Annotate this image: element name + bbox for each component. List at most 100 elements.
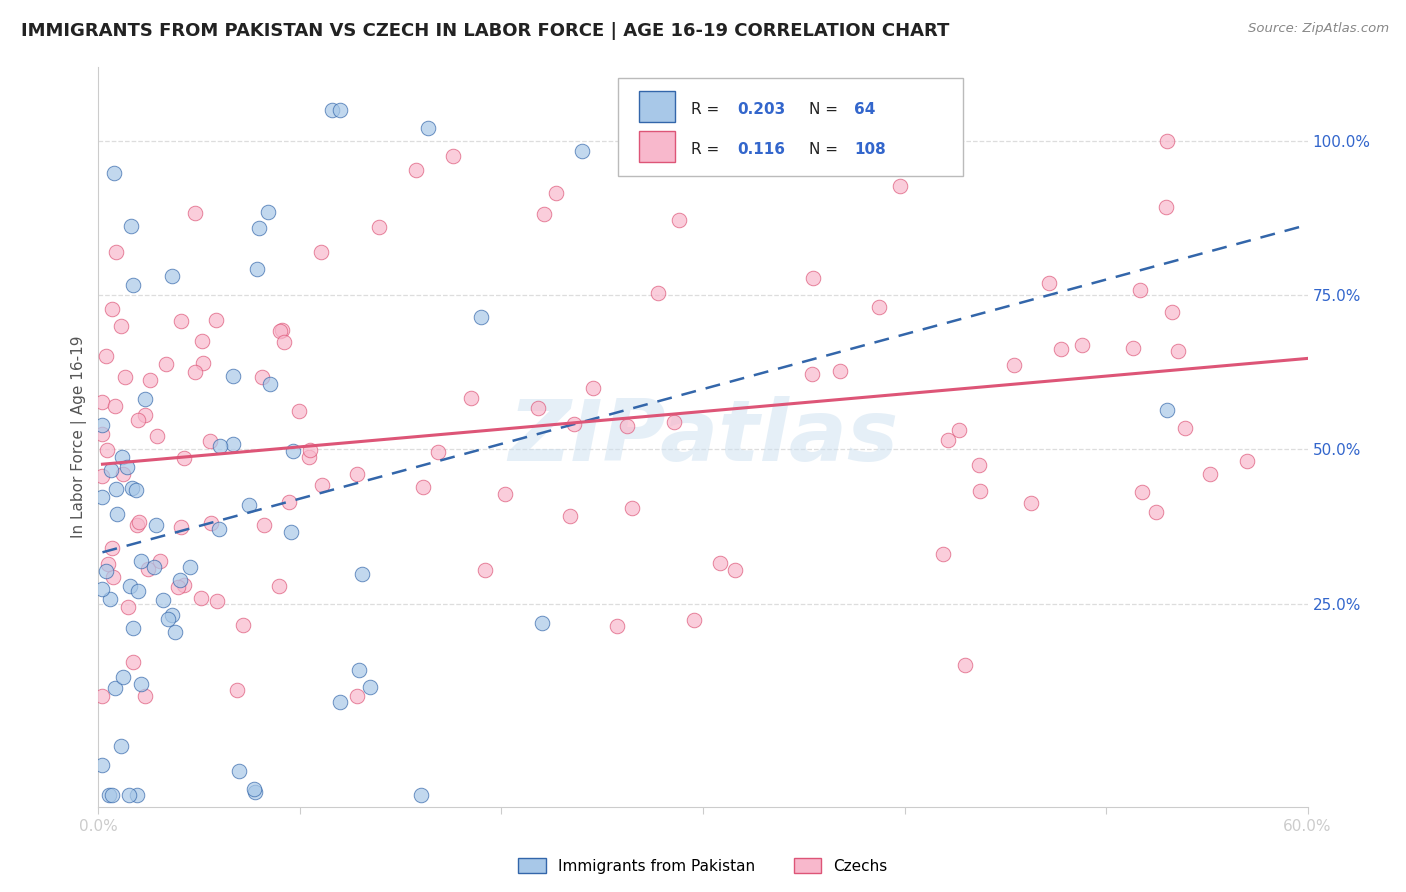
Point xyxy=(309,244,332,259)
Point xyxy=(100,788,122,802)
Point xyxy=(122,277,145,292)
Point xyxy=(160,607,183,622)
Point xyxy=(359,680,381,694)
Point xyxy=(329,695,352,709)
Point xyxy=(527,401,550,416)
Point xyxy=(321,103,343,117)
Point xyxy=(346,689,368,703)
Point xyxy=(127,788,149,802)
Point xyxy=(281,444,304,458)
Point xyxy=(474,563,496,577)
Point xyxy=(100,302,122,317)
Point xyxy=(190,591,212,605)
Point xyxy=(530,615,553,630)
Point xyxy=(1049,342,1071,356)
Point xyxy=(134,408,156,422)
Point xyxy=(91,490,114,504)
Point xyxy=(238,498,260,512)
Point xyxy=(200,516,222,530)
Point xyxy=(1122,341,1144,355)
Point xyxy=(1199,467,1222,482)
Point xyxy=(122,655,145,669)
Point xyxy=(620,500,643,515)
Point xyxy=(184,206,207,220)
Point xyxy=(120,579,142,593)
Point xyxy=(97,558,120,572)
Point xyxy=(243,782,266,797)
Point xyxy=(287,404,309,418)
Point xyxy=(683,613,706,627)
Point xyxy=(441,149,464,163)
Point xyxy=(96,442,118,457)
Point xyxy=(470,310,492,324)
Text: R =: R = xyxy=(690,143,728,157)
Point xyxy=(969,483,991,498)
Point xyxy=(269,325,291,339)
Point xyxy=(94,565,117,579)
Point xyxy=(253,518,276,533)
Point xyxy=(270,323,292,337)
Point xyxy=(145,429,167,443)
Point xyxy=(1129,283,1152,297)
Point xyxy=(114,369,136,384)
Point xyxy=(91,582,114,596)
Point xyxy=(103,166,125,180)
Point xyxy=(122,621,145,635)
Point xyxy=(259,376,281,391)
Point xyxy=(91,427,114,442)
Point xyxy=(273,334,295,349)
Point xyxy=(368,219,391,234)
Point xyxy=(329,103,352,117)
Point xyxy=(1132,485,1154,500)
Point xyxy=(91,394,114,409)
Point xyxy=(889,178,911,193)
Point xyxy=(225,682,247,697)
Point xyxy=(184,366,207,380)
Point xyxy=(110,739,132,753)
Point xyxy=(647,286,669,301)
Point xyxy=(1144,505,1167,519)
Point xyxy=(412,480,434,494)
Point xyxy=(134,392,156,407)
Point xyxy=(118,788,141,802)
Point xyxy=(311,478,333,492)
Point xyxy=(138,562,160,576)
Point xyxy=(222,369,245,384)
Point xyxy=(120,219,142,233)
Point xyxy=(173,450,195,465)
Point xyxy=(1002,358,1025,372)
Point xyxy=(208,522,231,536)
Point xyxy=(1167,344,1189,359)
Text: 108: 108 xyxy=(855,143,886,157)
Point xyxy=(562,417,585,432)
Text: R =: R = xyxy=(690,103,724,118)
Text: IMMIGRANTS FROM PAKISTAN VS CZECH IN LABOR FORCE | AGE 16-19 CORRELATION CHART: IMMIGRANTS FROM PAKISTAN VS CZECH IN LAB… xyxy=(21,22,949,40)
Point xyxy=(91,469,114,483)
Point xyxy=(967,458,990,472)
Point xyxy=(134,689,156,703)
Point xyxy=(191,334,214,348)
Legend: Immigrants from Pakistan, Czechs: Immigrants from Pakistan, Czechs xyxy=(512,852,894,880)
Point xyxy=(352,567,374,582)
Point xyxy=(1156,134,1178,148)
Point xyxy=(1161,304,1184,318)
Point xyxy=(932,547,955,561)
Point xyxy=(347,664,370,678)
Point xyxy=(98,592,121,607)
Point xyxy=(1071,338,1094,352)
Point xyxy=(936,433,959,447)
Point xyxy=(112,467,135,481)
Point xyxy=(560,509,582,524)
Point xyxy=(405,163,427,178)
Point xyxy=(179,560,201,574)
Point xyxy=(582,381,605,395)
Point xyxy=(801,271,824,285)
Point xyxy=(200,434,222,449)
Point xyxy=(107,507,129,521)
Point xyxy=(208,439,231,453)
Point xyxy=(160,268,183,283)
Point xyxy=(280,524,302,539)
Point xyxy=(707,121,730,136)
Point xyxy=(125,483,148,498)
Point xyxy=(127,584,149,599)
